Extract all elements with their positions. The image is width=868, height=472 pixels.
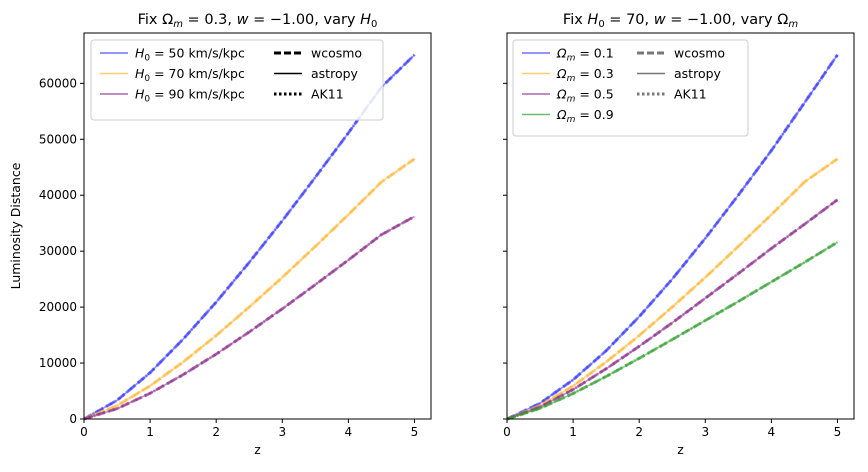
x-tick-label: 4 [768, 425, 776, 439]
legend-entry: Ωm = 0.3 [556, 66, 614, 84]
y-tick-label: 20000 [39, 300, 77, 314]
y-tick-label: 40000 [39, 188, 77, 202]
x-tick-label: 0 [503, 425, 511, 439]
y-tick-label: 0 [69, 412, 77, 426]
x-axis-label: z [254, 442, 261, 457]
series-line-wcosmo [506, 198, 839, 421]
y-tick-label: 30000 [39, 244, 77, 258]
legend-style-entry: wcosmo [311, 46, 362, 61]
legend-entry: Ωm = 0.5 [556, 87, 614, 105]
series-line-ak11 [83, 157, 416, 421]
legend: H0 = 50 km/s/kpc H0 = 70 km/s/kpc H0 = 90 … [90, 39, 384, 121]
axes-frame [83, 32, 432, 420]
series-line-wcosmo [506, 240, 839, 421]
series-line-ak11 [506, 157, 839, 421]
series-line-astropy [506, 54, 839, 420]
legend: Ωm = 0.1 Ωm = 0.3 Ωm = 0.5 Ωm = 0.9 wcosmo as… [512, 39, 749, 137]
series-line-ak11 [83, 215, 416, 421]
series-line-wcosmo [83, 157, 416, 421]
series-line-ak11 [506, 53, 839, 421]
series-line-wcosmo [83, 215, 416, 421]
series-line-astropy [506, 199, 838, 420]
x-tick-label: 1 [569, 425, 577, 439]
x-tick-label: 3 [701, 425, 709, 439]
series-line-ak11 [506, 240, 839, 421]
x-tick-label: 5 [834, 425, 842, 439]
x-tick-label: 0 [80, 425, 88, 439]
legend-entry: H0 = 50 km/s/kpc [135, 46, 245, 64]
legend-entry: Ωm = 0.9 [556, 107, 614, 125]
x-tick-label: 3 [278, 425, 286, 439]
right-chart-panel: Fix H0 = 70, w = −1.00, vary Ωm 0 1 2 3 4 5 z Ωm… [503, 12, 855, 457]
x-tick-label: 4 [345, 425, 353, 439]
legend-style-entry: wcosmo [674, 46, 725, 61]
legend-style-entry: astropy [674, 66, 722, 81]
legend-entry: H0 = 90 km/s/kpc [135, 87, 245, 105]
legend-box [512, 39, 749, 137]
y-tick-label: 60000 [39, 76, 77, 90]
legend-entry: H0 = 70 km/s/kpc [135, 66, 245, 84]
x-axis-label: z [677, 442, 684, 457]
chart-title: Fix Ωm = 0.3, w = −1.00, vary H0 [138, 12, 378, 30]
axes-frame [506, 32, 855, 420]
x-tick-label: 2 [212, 425, 220, 439]
y-tick-label: 50000 [39, 132, 77, 146]
legend-style-entry: AK11 [311, 87, 344, 102]
series-line-wcosmo [506, 157, 839, 421]
series-line-ak11 [506, 198, 839, 421]
legend-style-entry: astropy [311, 66, 359, 81]
x-tick-label: 5 [411, 425, 419, 439]
x-tick-label: 1 [146, 425, 154, 439]
y-tick-label: 10000 [39, 356, 77, 370]
chart-title: Fix H0 = 70, w = −1.00, vary Ωm [563, 12, 798, 30]
legend-box [90, 39, 384, 121]
y-axis-label: Luminosity Distance [8, 162, 23, 289]
x-tick-label: 2 [635, 425, 643, 439]
legend-entry: Ωm = 0.1 [556, 46, 614, 64]
legend-style-entry: AK11 [674, 87, 707, 102]
left-chart-panel: Fix Ωm = 0.3, w = −1.00, vary H0 0 1 2 3 4 5 0 1… [8, 12, 432, 457]
